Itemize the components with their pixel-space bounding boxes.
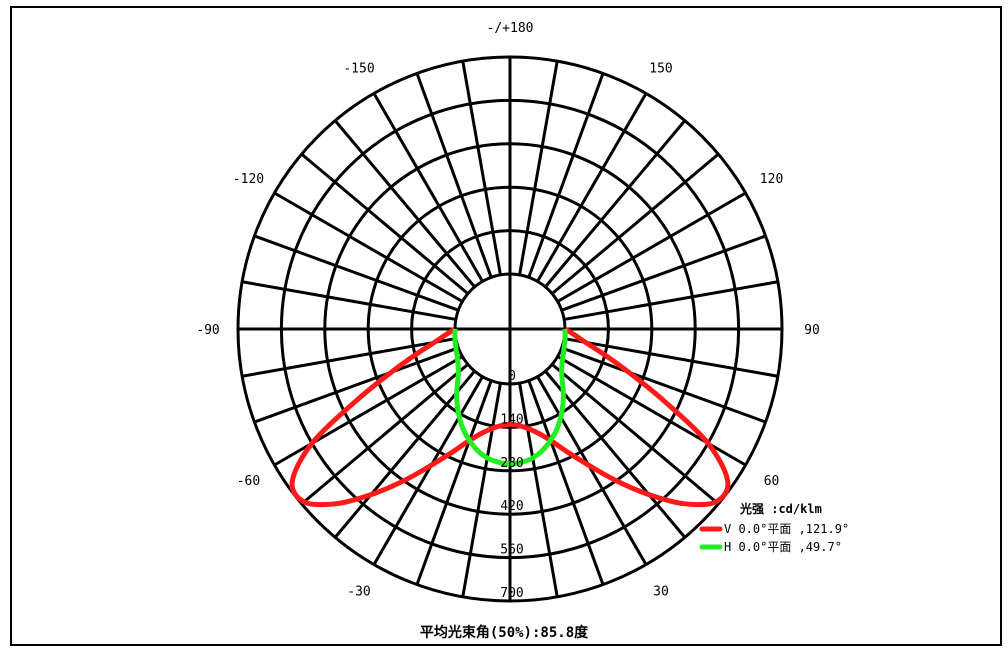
legend-entry-v: V 0.0°平面 ,121.9° <box>724 522 849 536</box>
grid-spoke <box>536 375 648 566</box>
grid-spoke <box>461 382 502 598</box>
angle-tick-label: 150 <box>649 61 672 76</box>
intensity-curves <box>289 326 731 508</box>
grid-spoke <box>518 382 559 598</box>
radial-tick-label: 700 <box>500 586 523 601</box>
angle-tick-label: 120 <box>760 172 783 187</box>
grid-spoke <box>563 280 779 321</box>
grid-spoke <box>544 370 686 539</box>
grid-spoke <box>561 346 767 424</box>
legend-title: 光强 :cd/klm <box>739 501 822 516</box>
grid-spoke <box>241 337 457 378</box>
grid-spoke <box>334 370 476 539</box>
series-curve-v <box>289 326 731 508</box>
grid-spoke <box>518 60 559 276</box>
grid-spoke <box>556 355 747 467</box>
grid-spoke <box>415 72 493 278</box>
grid-spoke <box>273 191 464 303</box>
grid-spoke <box>536 92 648 283</box>
grid-spoke <box>300 153 469 295</box>
grid-spoke <box>372 375 484 566</box>
grid-spoke <box>561 234 767 312</box>
grid-spoke <box>461 60 502 276</box>
angle-tick-label: -/+180 <box>487 21 534 36</box>
chart-frame: 0 140 280 420 560 700 -/+180 -150 150 -120 120 -90 9… <box>10 6 1002 646</box>
grid-ring <box>279 98 741 560</box>
grid-spoke <box>556 191 747 303</box>
radial-tick-label: 280 <box>500 456 523 471</box>
grid-spoke <box>273 355 464 467</box>
legend-entry-h: H 0.0°平面 ,49.7° <box>724 540 842 554</box>
grid-spoke <box>372 92 484 283</box>
angle-tick-label: -150 <box>343 61 374 76</box>
grid-spoke <box>544 119 686 288</box>
grid-spoke <box>334 119 476 288</box>
grid-spoke <box>415 380 493 586</box>
grid-spoke <box>253 234 459 312</box>
polar-grid <box>236 55 784 603</box>
grid-ring <box>410 229 610 429</box>
grid-spoke <box>563 337 779 378</box>
radial-tick-label: 140 <box>500 412 523 427</box>
polar-chart: 0 140 280 420 560 700 -/+180 -150 150 -120 120 -90 9… <box>196 21 849 641</box>
angle-tick-label: 90 <box>804 323 820 338</box>
chart-caption: 平均光束角(50%):85.8度 <box>420 624 589 641</box>
grid-ring <box>236 55 784 603</box>
axis-labels: 0 140 280 420 560 700 -/+180 -150 150 -120 120 -90 9… <box>196 21 820 601</box>
legend: 光强 :cd/klm V 0.0°平面 ,121.9° H 0.0°平面 ,49… <box>699 501 849 554</box>
grid-spoke <box>253 346 459 424</box>
angle-tick-label: 60 <box>764 474 780 489</box>
grid-spoke <box>551 153 720 295</box>
angle-tick-label: 30 <box>653 585 669 600</box>
angle-tick-label: -60 <box>237 474 260 489</box>
series-curve-h <box>452 328 568 467</box>
grid-ring <box>323 142 697 516</box>
angle-tick-label: -120 <box>233 172 264 187</box>
grid-spoke <box>527 72 605 278</box>
grid-spoke <box>551 363 720 505</box>
grid-spoke <box>300 363 469 505</box>
radial-tick-label: 560 <box>500 543 523 558</box>
grid-ring <box>366 185 654 473</box>
grid-spoke <box>527 380 605 586</box>
angle-tick-label: -90 <box>196 323 219 338</box>
angle-tick-label: -30 <box>347 585 370 600</box>
radial-tick-label: 0 <box>508 369 516 384</box>
grid-spoke <box>241 280 457 321</box>
radial-tick-label: 420 <box>500 499 523 514</box>
